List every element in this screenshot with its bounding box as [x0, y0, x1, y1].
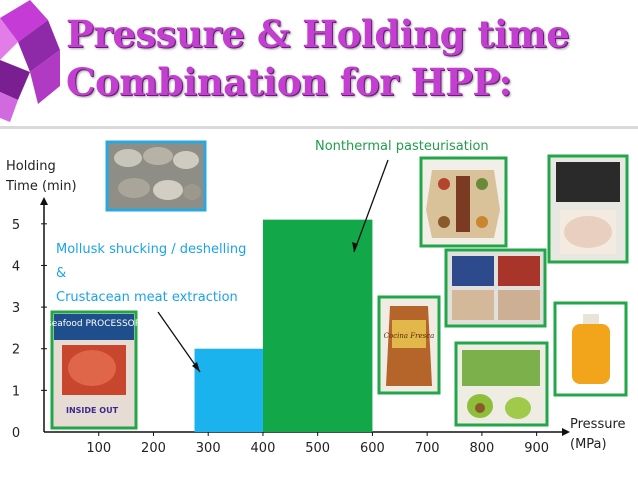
- bar-1: [262, 219, 373, 432]
- magazine-cover-line: INSIDE OUT: [66, 406, 119, 415]
- x-axis-title: Pressure: [570, 417, 626, 432]
- food-bag-photo: Cocina Fresca: [377, 295, 441, 395]
- y-axis-title: Holding: [6, 159, 56, 174]
- annotation-mollusk: Mollusk shucking / deshelling & Crustace…: [56, 242, 246, 373]
- bar-0: [194, 348, 263, 432]
- annotation-mollusk-line-3: Crustacean meat extraction: [56, 290, 238, 305]
- juice-bottle-photo: [553, 301, 628, 397]
- x-tick-label: 300: [196, 441, 221, 456]
- shrimp-packs-photo: [444, 248, 547, 328]
- annotation-mollusk-line-1: Mollusk shucking / deshelling: [56, 242, 246, 257]
- x-tick-label: 100: [86, 441, 111, 456]
- title-divider: [0, 126, 638, 129]
- y-tick-label: 2: [12, 343, 20, 358]
- sliced-meat-pack-photo: [547, 154, 629, 264]
- annotation-mollusk-arrow: [157, 311, 201, 373]
- annotation-pasteurisation-text: Nonthermal pasteurisation: [315, 139, 489, 154]
- annotation-pasteurisation-arrow: [353, 159, 389, 253]
- slide-title-line-1: Pressure & Holding time: [66, 12, 570, 56]
- x-tick-label: 200: [141, 441, 166, 456]
- x-tick-label: 900: [524, 441, 549, 456]
- seafood-magazine-photo: seafood PROCESSOR INSIDE OUT: [47, 310, 141, 430]
- y-tick-label: 5: [12, 218, 20, 233]
- slide-title-line-2: Combination for HPP:: [66, 60, 512, 104]
- x-axis-title: (MPa): [570, 437, 607, 452]
- bag-label: Cocina Fresca: [384, 332, 435, 340]
- y-tick-label: 4: [12, 259, 20, 274]
- x-tick-label: 400: [251, 441, 276, 456]
- x-axis-arrow: [562, 428, 570, 436]
- y-tick-label: 1: [12, 384, 20, 399]
- chart-axis-labels: Holding Time (min) Pressure (MPa): [5, 159, 626, 452]
- y-tick-label: 0: [12, 426, 20, 441]
- oysters-photo: [105, 140, 207, 212]
- chart-ticks: 100 200 300 400 500 600 700 800 900 0 1 2 3 4 5: [12, 218, 549, 456]
- x-tick-label: 700: [415, 441, 440, 456]
- x-tick-label: 600: [360, 441, 385, 456]
- magazine-masthead: seafood PROCESSOR: [47, 319, 141, 329]
- chart-bars: [194, 219, 373, 432]
- tapas-tray-photo: [419, 156, 508, 248]
- annotation-mollusk-line-2: &: [56, 266, 66, 281]
- y-axis-title: Time (min): [5, 179, 77, 194]
- y-tick-label: 3: [12, 301, 20, 316]
- x-tick-label: 500: [305, 441, 330, 456]
- annotation-pasteurisation: Nonthermal pasteurisation: [315, 139, 489, 253]
- x-tick-label: 800: [469, 441, 494, 456]
- avocado-pack-photo: [454, 341, 549, 427]
- y-axis-arrow: [40, 197, 48, 205]
